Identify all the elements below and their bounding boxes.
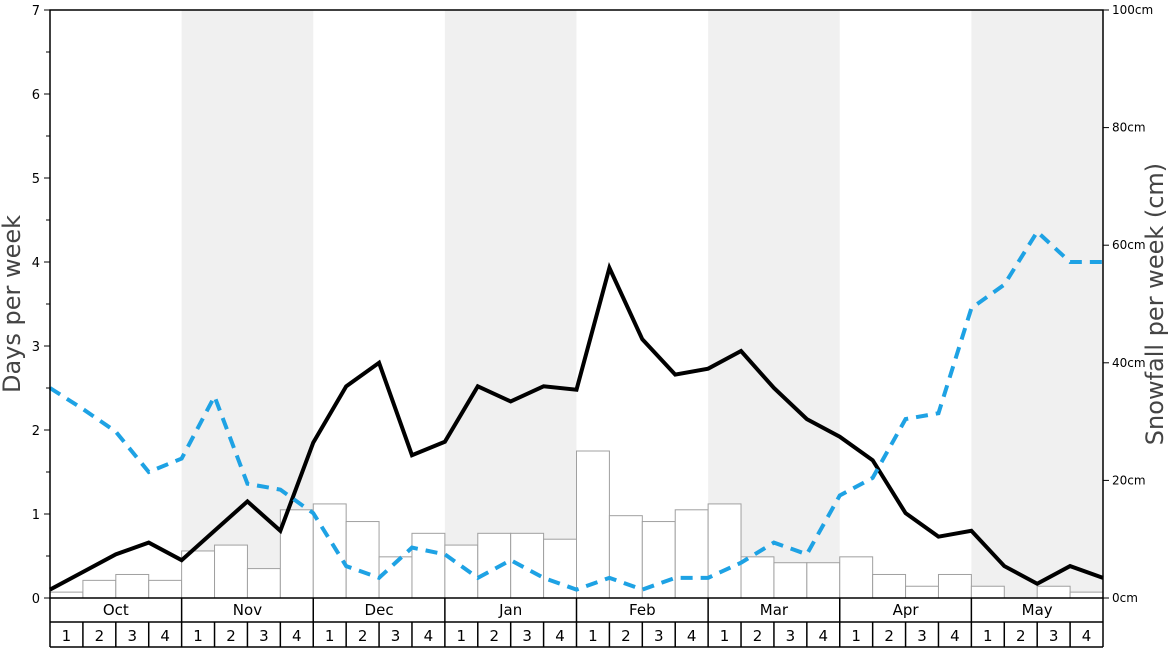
- snowfall-bar: [477, 532, 512, 599]
- week-label: 4: [950, 627, 960, 645]
- snowfall-bar: [82, 579, 117, 599]
- right-tick-label: 40cm: [1112, 356, 1146, 370]
- month-label-feb: Feb: [629, 601, 656, 619]
- snowfall-bar: [115, 573, 150, 599]
- week-label: 4: [292, 627, 302, 645]
- snowfall-bar: [773, 562, 808, 599]
- month-shade-mar: [708, 10, 840, 598]
- week-label: 4: [555, 627, 565, 645]
- right-axis: 0cm 20cm 40cm 60cm 80cm 100cm: [1103, 3, 1153, 605]
- week-label: 3: [259, 627, 269, 645]
- snowfall-bar: [411, 532, 446, 599]
- week-label: 1: [983, 627, 993, 645]
- month-label-mar: Mar: [760, 601, 789, 619]
- month-labels: Oct Nov Dec Jan Feb Mar Apr May: [49, 598, 1104, 623]
- snowfall-bar: [674, 509, 709, 599]
- snowfall-bar: [576, 450, 610, 599]
- snowfall-bar: [214, 544, 248, 599]
- snowfall-bar: [246, 568, 281, 599]
- week-label: 3: [127, 627, 137, 645]
- left-tick-label: 5: [32, 172, 40, 187]
- week-label: 3: [917, 627, 927, 645]
- snowfall-bar: [707, 503, 742, 599]
- week-label: 3: [1049, 627, 1059, 645]
- week-label: 2: [358, 627, 368, 645]
- snowfall-bar: [872, 573, 907, 599]
- left-tick-label: 4: [32, 256, 40, 271]
- left-tick-label: 7: [32, 4, 40, 19]
- week-label: 2: [1016, 627, 1026, 645]
- week-label: 4: [160, 627, 170, 645]
- right-tick-label: 60cm: [1112, 238, 1146, 252]
- left-tick-label: 0: [32, 592, 40, 607]
- week-label: 2: [489, 627, 499, 645]
- week-label: 3: [522, 627, 532, 645]
- right-tick-label: 100cm: [1112, 3, 1153, 17]
- week-label: 2: [753, 627, 763, 645]
- snowfall-bar: [279, 509, 314, 599]
- snowfall-bar: [444, 544, 479, 599]
- week-label: 3: [786, 627, 796, 645]
- snowfall-bar: [806, 562, 841, 599]
- right-tick-label: 20cm: [1112, 473, 1146, 487]
- snowfall-bar: [740, 556, 775, 599]
- month-label-apr: Apr: [893, 601, 920, 619]
- snowfall-bar: [1036, 585, 1071, 599]
- right-tick-label: 0cm: [1112, 591, 1138, 605]
- month-label-nov: Nov: [233, 601, 262, 619]
- right-axis-title: Snowfall per week (cm): [1141, 163, 1168, 445]
- month-label-oct: Oct: [103, 601, 129, 619]
- week-label: 1: [851, 627, 861, 645]
- week-label: 2: [226, 627, 236, 645]
- week-label: 2: [884, 627, 894, 645]
- snowfall-bars: [49, 450, 1104, 599]
- series-line-solid: [49, 262, 1104, 592]
- left-axis-title: Days per week: [0, 215, 26, 393]
- left-tick-label: 1: [32, 508, 40, 523]
- snowfall-bar: [345, 521, 380, 599]
- snowfall-bar: [312, 503, 347, 599]
- month-shade-may: [971, 10, 1103, 598]
- snowfall-bar: [1069, 591, 1104, 599]
- snowfall-bar: [970, 585, 1005, 599]
- week-label: 1: [193, 627, 203, 645]
- week-label: 1: [588, 627, 598, 645]
- week-label: 4: [819, 627, 829, 645]
- left-tick-label: 2: [32, 424, 40, 439]
- month-label-jan: Jan: [498, 601, 522, 619]
- week-label: 4: [687, 627, 697, 645]
- month-shading: [181, 10, 1103, 598]
- right-tick-label: 80cm: [1112, 121, 1146, 135]
- left-axis: 0 1 2 3 4 5 6 7: [32, 4, 50, 607]
- snowfall-bar: [49, 591, 84, 599]
- snowfall-bar: [937, 573, 972, 599]
- week-labels: 1 2 3 4 1 2 3 4 1 2 3 4 1 2 3 4 1 2 3 4 1 2 3 4 1 2 3 4 1 2 3 4: [49, 622, 1104, 648]
- week-label: 2: [621, 627, 631, 645]
- week-label: 1: [457, 627, 467, 645]
- week-label: 1: [720, 627, 730, 645]
- week-label: 4: [424, 627, 434, 645]
- week-label: 4: [1082, 627, 1092, 645]
- series-lines: [48, 228, 1104, 592]
- left-tick-label: 6: [32, 88, 40, 103]
- week-label: 3: [391, 627, 401, 645]
- series-line-dashed: [48, 228, 1103, 592]
- week-label: 2: [95, 627, 105, 645]
- week-label: 3: [654, 627, 664, 645]
- week-label: 1: [325, 627, 335, 645]
- snowfall-bar: [905, 585, 939, 599]
- week-label: 1: [62, 627, 72, 645]
- snowfall-bar: [839, 556, 874, 599]
- month-shade-jan: [444, 10, 577, 598]
- snowfall-bar: [510, 532, 545, 599]
- left-tick-label: 3: [32, 340, 40, 355]
- snowfall-bar: [148, 579, 183, 599]
- month-label-may: May: [1022, 601, 1053, 619]
- month-label-dec: Dec: [365, 601, 394, 619]
